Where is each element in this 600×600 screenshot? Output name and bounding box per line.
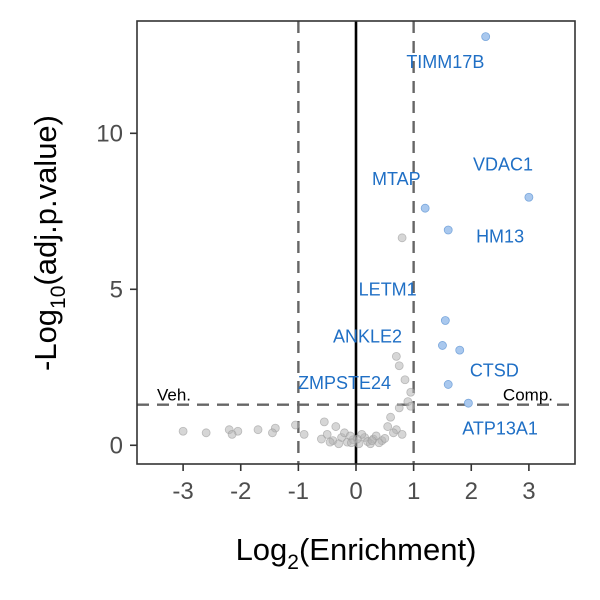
- background-point: [291, 420, 300, 430]
- y-tick-label: 10: [96, 120, 123, 147]
- significant-point: [443, 225, 453, 235]
- x-axis-title-base: Log: [236, 532, 288, 567]
- background-point: [325, 437, 335, 447]
- x-axis-title-rest: (Enrichment): [299, 532, 476, 567]
- background-point: [334, 439, 344, 449]
- significant-point: [455, 345, 465, 355]
- background-point: [346, 438, 356, 448]
- background-point: [268, 428, 277, 438]
- background-point: [383, 422, 393, 431]
- corner-label-right: Comp.: [503, 386, 553, 405]
- significant-point: [481, 32, 491, 41]
- gene-label: TIMM17B: [406, 52, 484, 72]
- x-tick-label: 0: [349, 478, 362, 505]
- background-point: [391, 351, 401, 361]
- background-point: [394, 403, 404, 413]
- background-point: [400, 375, 410, 385]
- background-point: [331, 422, 341, 431]
- background-point: [367, 436, 377, 446]
- gene-label: CTSD: [470, 361, 519, 381]
- background-point: [380, 434, 390, 443]
- gene-label: ANKLE2: [333, 326, 402, 346]
- background-point: [397, 429, 407, 439]
- gene-label: MTAP: [372, 169, 421, 189]
- background-point: [394, 361, 404, 371]
- background-point: [397, 233, 407, 243]
- significant-point: [443, 380, 453, 389]
- background-point: [253, 425, 263, 435]
- background-point: [406, 387, 416, 397]
- y-tick-label: 5: [110, 276, 123, 303]
- significant-point: [420, 203, 430, 213]
- background-point: [389, 428, 398, 438]
- gene-label: ATP13A1: [462, 418, 538, 438]
- background-point: [406, 401, 416, 411]
- gene-label: VDAC1: [473, 155, 533, 175]
- y-axis-title-prefix: -Log: [28, 309, 63, 371]
- x-tick-label: 2: [465, 478, 478, 505]
- background-point: [317, 434, 326, 444]
- background-point: [178, 426, 188, 436]
- significant-point: [524, 192, 534, 202]
- background-point: [386, 412, 395, 422]
- y-axis-title: -Log10(adj.p.value): [28, 115, 70, 371]
- y-axis-title-subscript: 10: [47, 286, 70, 309]
- x-tick-label: -3: [172, 478, 193, 505]
- x-tick-label: 3: [522, 478, 535, 505]
- background-point: [322, 429, 332, 439]
- x-tick-label: -2: [230, 478, 251, 505]
- significant-point: [463, 398, 473, 408]
- x-tick-label: -1: [288, 478, 309, 505]
- x-tick-label: 1: [407, 478, 420, 505]
- gene-label: HM13: [476, 227, 524, 247]
- background-point: [201, 428, 211, 438]
- significant-point: [440, 316, 450, 325]
- y-axis-title-rest: (adj.p.value): [28, 115, 63, 286]
- corner-label-left: Veh.: [157, 386, 191, 405]
- background-point: [227, 429, 237, 439]
- significant-point: [438, 341, 447, 350]
- background-point: [319, 417, 329, 427]
- gene-label: LETM1: [359, 280, 417, 300]
- gene-label: ZMPSTE24: [298, 373, 391, 393]
- x-axis-title-subscript: 2: [287, 551, 299, 574]
- y-tick-label: 0: [110, 432, 123, 459]
- x-axis-title: Log2(Enrichment): [236, 532, 477, 574]
- background-point: [299, 429, 309, 439]
